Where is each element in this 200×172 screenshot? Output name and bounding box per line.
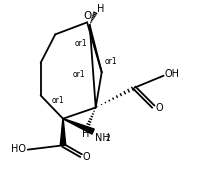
Text: NH: NH xyxy=(95,133,110,143)
Text: HO: HO xyxy=(11,144,26,154)
Text: or1: or1 xyxy=(52,96,64,105)
Text: or1: or1 xyxy=(105,57,117,66)
Text: OH: OH xyxy=(164,69,180,79)
Text: O: O xyxy=(84,11,92,21)
Text: O: O xyxy=(155,103,163,112)
Polygon shape xyxy=(63,119,94,134)
Text: H: H xyxy=(82,129,89,139)
Text: 2: 2 xyxy=(105,134,110,143)
Text: O: O xyxy=(83,152,90,162)
Text: or1: or1 xyxy=(75,39,87,48)
Text: H: H xyxy=(97,4,105,14)
Text: or1: or1 xyxy=(72,70,85,79)
Polygon shape xyxy=(60,119,66,145)
